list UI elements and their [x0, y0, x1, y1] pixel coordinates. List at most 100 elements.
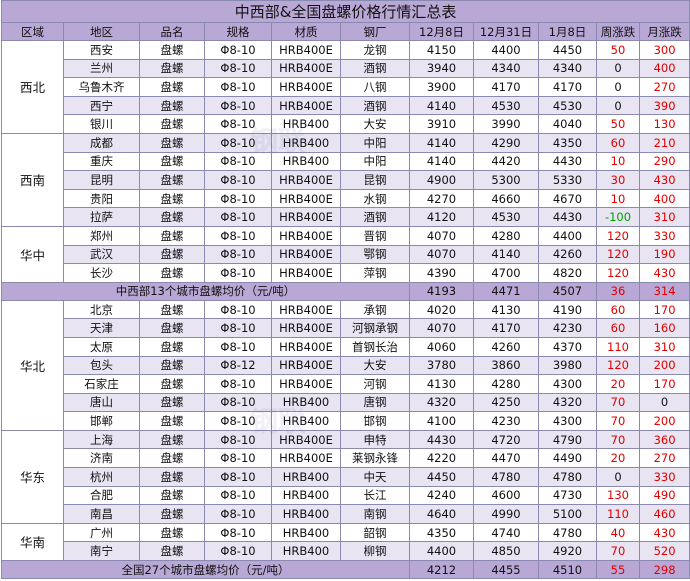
column-header: 品名 [139, 22, 205, 41]
table-cell: 130 [596, 485, 640, 506]
table-row: 乌鲁木齐 盘螺 Φ8-10 HRB400E 八钢 3900 4170 4170 0 270 [2, 77, 690, 97]
table-cell: 昆钢 [340, 170, 410, 190]
column-header: 钢厂 [340, 22, 410, 41]
table-cell: 4060 [409, 336, 474, 357]
table-row: 南宁 盘螺 Φ8-10 HRB400 柳钢 4400 4850 4920 70 520 [2, 541, 690, 562]
table-cell: 4900 [409, 170, 474, 190]
average-value: 4510 [538, 560, 597, 580]
average-value: 36 [596, 281, 640, 301]
table-cell: 40 [596, 522, 640, 543]
table-cell: 4140 [409, 132, 474, 153]
table-cell: Φ8-10 [204, 448, 272, 469]
table-cell: 盘螺 [139, 170, 205, 190]
table-cell: 上海 [63, 429, 140, 450]
table-cell: 4140 [409, 95, 474, 116]
average-value: 4212 [409, 560, 474, 580]
table-cell: 4780 [473, 467, 539, 487]
average-value: 4455 [473, 560, 539, 580]
table-cell: 酒钢 [340, 207, 410, 227]
table-cell: 重庆 [63, 151, 140, 172]
table-cell: 4120 [409, 207, 474, 227]
table-cell: 盘螺 [139, 374, 205, 394]
table-cell: 3910 [409, 114, 474, 134]
table-cell: 酒钢 [340, 95, 410, 116]
table-cell: HRB400 [271, 504, 341, 524]
table-cell: 0 [596, 467, 640, 487]
table-cell: Φ8-10 [204, 58, 272, 79]
table-cell: 110 [596, 336, 640, 357]
table-cell: 190 [638, 244, 690, 265]
table-cell: Φ8-10 [204, 151, 272, 172]
table-cell: 120 [596, 244, 640, 265]
table-cell: 460 [638, 504, 690, 524]
table-cell: 4390 [409, 263, 474, 283]
table-cell: 310 [638, 336, 690, 357]
table-cell: HRB400 [271, 541, 341, 562]
table-cell: 唐山 [63, 392, 140, 413]
table-cell: 4430 [538, 207, 597, 227]
table-cell: 武汉 [63, 244, 140, 265]
table-cell: Φ8-10 [204, 467, 272, 487]
table-cell: 盘螺 [139, 429, 205, 450]
table-cell: HRB400 [271, 392, 341, 413]
table-cell: HRB400 [271, 467, 341, 487]
table-cell: 盘螺 [139, 225, 205, 246]
table-cell: 中阳 [340, 132, 410, 153]
table-cell: HRB400E [271, 263, 341, 283]
table-cell: HRB400E [271, 188, 341, 209]
table-title: 中西部&全国盘螺价格行情汇总表 [0, 0, 690, 23]
table-cell: 4350 [538, 132, 597, 153]
table-cell: 10 [596, 151, 640, 172]
table-cell: 4600 [473, 485, 539, 506]
table-cell: 4320 [538, 392, 597, 413]
table-cell: 4730 [538, 485, 597, 506]
table-cell: Φ8-10 [204, 411, 272, 431]
table-cell: 盘螺 [139, 299, 205, 320]
column-header: 12月31日 [473, 22, 539, 41]
table-cell: 中天 [340, 467, 410, 487]
table-cell: 4430 [538, 151, 597, 172]
table-cell: 八钢 [340, 77, 410, 97]
table-cell: 盘螺 [139, 244, 205, 265]
table-cell: 4300 [538, 374, 597, 394]
table-cell: HRB400E [271, 95, 341, 116]
table-cell: 300 [638, 40, 690, 60]
table-cell: 20 [596, 374, 640, 394]
table-row: 华南 广州 盘螺 Φ8-10 HRB400 韶钢 4350 4740 4780 40 430 [1, 522, 690, 562]
table-cell: 170 [638, 374, 690, 394]
table-cell: 4170 [473, 318, 539, 338]
table-cell: 北京 [63, 299, 140, 320]
table-cell: 10 [596, 188, 640, 209]
table-row: 太原 盘螺 Φ8-10 HRB400E 首钢长治 4060 4260 4370 110 310 [2, 336, 690, 357]
table-cell: 20 [596, 448, 640, 469]
table-cell: 330 [638, 467, 690, 487]
table-cell: 360 [638, 429, 690, 450]
table-cell: 4240 [409, 485, 474, 506]
table-row: 杭州 盘螺 Φ8-10 HRB400 中天 4450 4780 4780 0 330 [2, 467, 690, 487]
table-cell: 4450 [409, 467, 474, 487]
table-cell: HRB400 [271, 522, 341, 543]
table-cell: 5100 [538, 504, 597, 524]
table-cell: 合肥 [63, 485, 140, 506]
table-row: 华东 上海 盘螺 Φ8-10 HRB400E 申特 4430 4720 4790 70 360 [1, 429, 690, 524]
table-cell: 4990 [473, 504, 539, 524]
table-cell: 天津 [63, 318, 140, 338]
table-cell: HRB400E [271, 244, 341, 265]
table-cell: HRB400E [271, 336, 341, 357]
table-cell: 4530 [538, 95, 597, 116]
table-cell: 4150 [409, 40, 474, 60]
table-cell: 60 [596, 299, 640, 320]
column-header: 地区 [63, 22, 140, 41]
table-cell: 50 [596, 114, 640, 134]
table-cell: 4230 [473, 411, 539, 431]
table-cell: 河钢承钢 [340, 318, 410, 338]
average-label: 全国27个城市盘螺均价（元/吨） [1, 560, 410, 580]
table-row: 昆明 盘螺 Φ8-10 HRB400E 昆钢 4900 5300 5330 30 430 [2, 170, 690, 190]
table-cell: 70 [596, 411, 640, 431]
table-row: 合肥 盘螺 Φ8-10 HRB400 长江 4240 4600 4730 130 490 [2, 485, 690, 506]
table-cell: HRB400E [271, 225, 341, 246]
table-cell: 承钢 [340, 299, 410, 320]
table-cell: 盘螺 [139, 207, 205, 227]
table-cell: Φ8-12 [204, 355, 272, 376]
